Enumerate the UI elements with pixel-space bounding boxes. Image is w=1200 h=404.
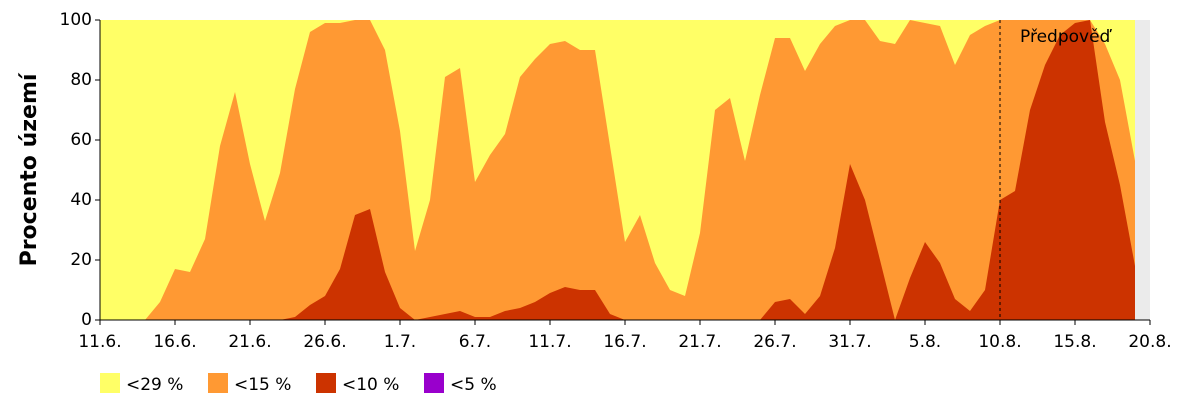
x-tick-label: 31.7. <box>828 332 871 352</box>
legend-label: <15 % <box>234 375 291 395</box>
x-tick-label: 26.6. <box>303 332 346 352</box>
legend-swatch <box>100 373 120 393</box>
x-tick-label: 10.8. <box>978 332 1021 352</box>
x-tick-label: 16.6. <box>153 332 196 352</box>
x-tick-label: 11.7. <box>528 332 571 352</box>
x-tick-label: 26.7. <box>753 332 796 352</box>
x-tick-label: 11.6. <box>78 332 121 352</box>
x-tick-label: 5.8. <box>909 332 941 352</box>
y-axis-title: Procento území <box>17 72 42 266</box>
y-tick-label: 80 <box>70 70 92 90</box>
x-tick-label: 20.8. <box>1128 332 1171 352</box>
legend-swatch <box>424 373 444 393</box>
legend-swatch <box>208 373 228 393</box>
legend-label: <10 % <box>342 375 399 395</box>
y-tick-label: 20 <box>70 250 92 270</box>
area <box>100 20 1135 320</box>
y-tick-label: 60 <box>70 130 92 150</box>
y-tick-label: 0 <box>81 310 92 330</box>
legend-label: <5 % <box>450 375 497 395</box>
x-tick-label: 21.6. <box>228 332 271 352</box>
y-tick-label: 40 <box>70 190 92 210</box>
x-tick-label: 6.7. <box>459 332 491 352</box>
annotation: Předpověď <box>1020 27 1113 47</box>
y-tick-label: 100 <box>60 10 92 30</box>
legend-swatch <box>316 373 336 393</box>
x-tick-label: 16.7. <box>603 332 646 352</box>
x-tick-label: 21.7. <box>678 332 721 352</box>
legend-label: <29 % <box>126 375 183 395</box>
x-tick-label: 1.7. <box>384 332 416 352</box>
x-tick-label: 15.8. <box>1053 332 1096 352</box>
